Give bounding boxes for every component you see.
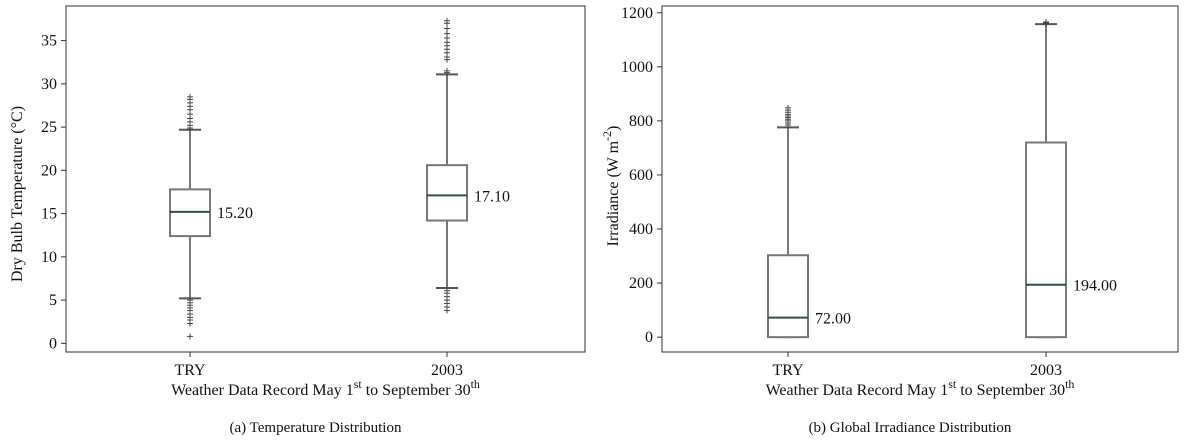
y-tick-label: 0 — [49, 335, 57, 352]
x-tick-label: TRY — [772, 362, 804, 379]
y-axis-label: Irradiance (W m-2) — [600, 126, 622, 247]
y-tick-label: 1000 — [621, 59, 653, 76]
flier-point — [444, 25, 450, 32]
box-TRY: 15.20 — [169, 93, 253, 340]
y-tick-label: 35 — [41, 33, 57, 50]
plot-frame — [65, 5, 586, 353]
y-tick-label: 400 — [629, 221, 653, 238]
chart-panel-1: 0 5 10 15 20 25 30 35 TRY 2003 15.20 17.10 Weather D… — [9, 5, 586, 436]
y-tick-label: 30 — [41, 76, 57, 93]
y-tick-label: 10 — [41, 249, 57, 266]
flier-point — [444, 30, 450, 37]
y-tick-label: 20 — [41, 162, 57, 179]
x-tick-label: 2003 — [1030, 362, 1062, 379]
flier-point — [187, 93, 193, 100]
flier-point — [444, 67, 450, 74]
box-iqr — [767, 254, 809, 339]
flier-point — [785, 104, 791, 111]
figure-caption: (a) Temperature Distribution — [230, 420, 402, 436]
y-tick-label: 25 — [41, 119, 57, 136]
y-tick-label: 5 — [49, 292, 57, 309]
box-iqr — [426, 164, 468, 222]
median-label: 17.10 — [474, 188, 510, 205]
figure-caption: (b) Global Irradiance Distribution — [809, 420, 1012, 436]
plot-frame — [661, 5, 1179, 353]
y-axis-label: Dry Bulb Temperature (°C) — [9, 106, 26, 282]
flier-point — [444, 17, 450, 24]
y-tick-label: 200 — [629, 275, 653, 292]
median-label: 15.20 — [217, 205, 253, 222]
x-axis-label: Weather Data Record May 1st to September… — [171, 377, 480, 399]
flier-point — [1043, 18, 1049, 25]
median-label: 194.00 — [1073, 278, 1117, 295]
y-tick-label: 800 — [629, 113, 653, 130]
box-2003: 17.10 — [426, 17, 510, 314]
chart-panel-2: 0 200 400 600 800 1000 1200 TRY 2003 72.00 194.00 W… — [600, 5, 1179, 436]
x-axis-label: Weather Data Record May 1st to September… — [766, 377, 1075, 399]
x-tick-label: 2003 — [431, 362, 463, 379]
flier-point — [187, 333, 193, 340]
x-tick-label: TRY — [174, 362, 206, 379]
y-tick-label: 0 — [645, 329, 653, 346]
box-2003: 194.00 — [1025, 18, 1117, 339]
flier-point — [187, 297, 193, 304]
y-tick-label: 15 — [41, 206, 57, 223]
flier-point — [444, 287, 450, 294]
median-label: 72.00 — [815, 311, 851, 328]
box-TRY: 72.00 — [767, 104, 851, 339]
y-tick-label: 1200 — [621, 5, 653, 22]
y-tick-label: 600 — [629, 167, 653, 184]
box-iqr — [1025, 141, 1067, 339]
